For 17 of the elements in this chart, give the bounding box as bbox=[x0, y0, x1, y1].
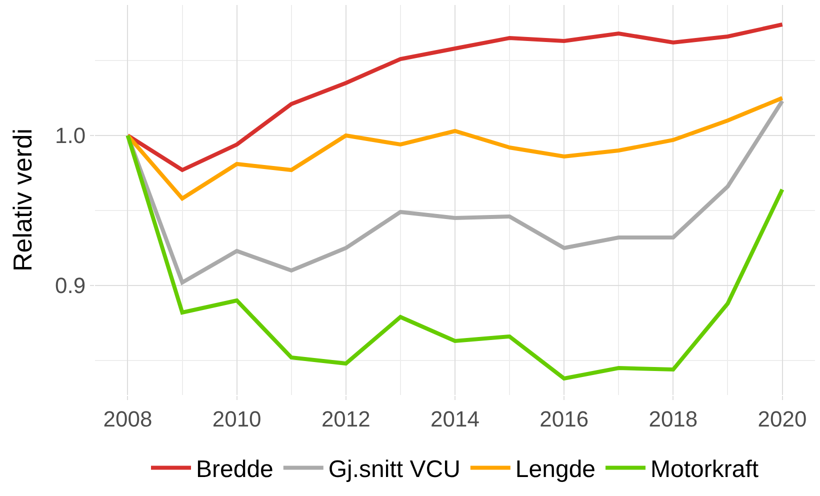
line-series bbox=[126, 96, 784, 200]
legend-label: Motorkraft bbox=[650, 456, 759, 484]
legend-label: Gj.snitt VCU bbox=[328, 456, 460, 484]
y-axis-title: Relativ verdi bbox=[7, 128, 38, 272]
line-series bbox=[126, 22, 784, 172]
x-tick-label: 2020 bbox=[758, 406, 807, 432]
legend-label: Bredde bbox=[196, 456, 274, 484]
x-tick-label: 2016 bbox=[540, 406, 589, 432]
legend-label: Lengde bbox=[515, 456, 596, 484]
x-tick-label: 2018 bbox=[648, 406, 698, 432]
y-tick-label: 0.9 bbox=[55, 273, 86, 298]
x-tick-label: 2010 bbox=[212, 406, 262, 432]
y-tick-label: 1.0 bbox=[55, 123, 86, 148]
line-series bbox=[126, 134, 784, 380]
x-tick-label: 2008 bbox=[103, 406, 152, 432]
x-tick-label: 2014 bbox=[430, 406, 480, 432]
x-tick-label: 2012 bbox=[321, 406, 370, 432]
